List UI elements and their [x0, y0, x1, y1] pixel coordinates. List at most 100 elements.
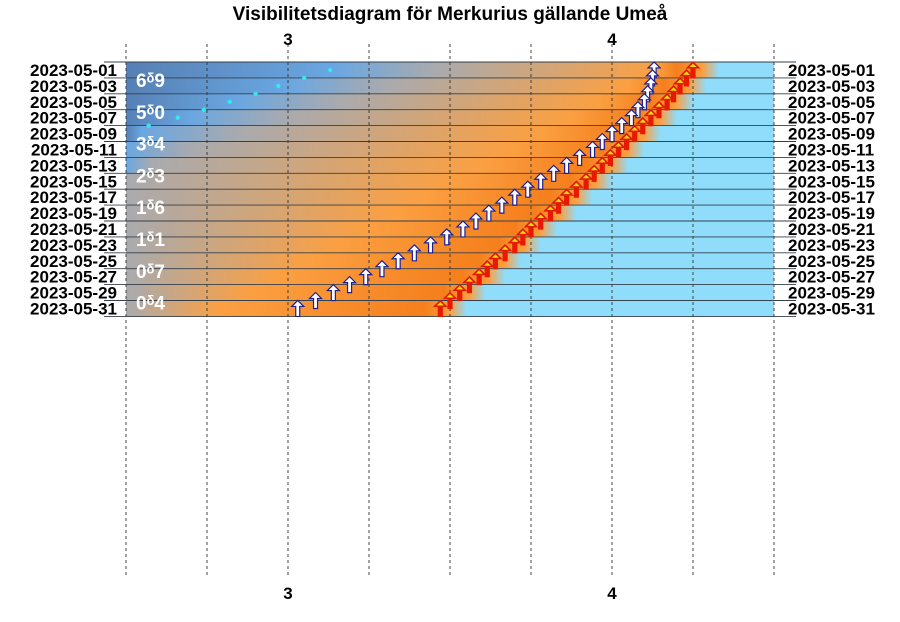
planet-rise-arrow [533, 172, 549, 190]
sunrise-arrow [672, 77, 688, 95]
date-label-left: 2023-05-27 [30, 268, 117, 287]
date-label-left: 2023-05-25 [30, 252, 117, 271]
planet-rise-arrow [494, 196, 510, 214]
date-label-right: 2023-05-11 [788, 140, 874, 159]
magnitude-label: 1ᵟ6 [136, 198, 165, 219]
dark-sky-dot [327, 67, 333, 73]
dark-sky-dot [253, 91, 258, 97]
planet-rise-arrow [325, 283, 341, 302]
planet-rise-arrow [439, 228, 455, 246]
sunrise-arrow [479, 259, 495, 278]
planet-rise-arrow [623, 108, 639, 127]
dark-sky-dot [276, 83, 281, 89]
planet-rise-arrow [468, 212, 484, 230]
date-label-right: 2023-05-01 [788, 61, 875, 80]
sunrise-arrow [586, 164, 602, 182]
sunrise-arrow [497, 243, 513, 262]
date-label-left: 2023-05-01 [30, 61, 117, 80]
date-label-right: 2023-05-09 [788, 125, 875, 144]
hour-tick-label-bottom: 4 [607, 584, 617, 603]
date-label-right: 2023-05-29 [788, 284, 875, 303]
planet-rise-arrow [559, 156, 575, 174]
magnitude-label: 1ᵟ1 [136, 230, 165, 251]
sunrise-arrow [533, 212, 549, 230]
magnitude-label: 5ᵟ0 [136, 103, 165, 124]
date-label-right: 2023-05-23 [788, 236, 875, 255]
dark-sky-dot [175, 115, 181, 120]
planet-rise-arrow [358, 267, 374, 286]
sunrise-arrow [611, 140, 626, 159]
sunrise-arrow [515, 228, 531, 246]
sky-row [126, 93, 774, 111]
date-label-right: 2023-05-17 [788, 188, 875, 207]
magnitude-label: 3ᵟ4 [136, 135, 165, 156]
hour-tick-label-top: 4 [607, 30, 617, 49]
sunrise-arrow [659, 92, 675, 111]
sky-row [126, 125, 774, 142]
chart-title: Visibilitetsdiagram för Merkurius gällan… [233, 4, 668, 25]
planet-rise-arrow [630, 100, 646, 119]
planet-rise-arrow [390, 251, 406, 270]
sunrise-arrow [432, 299, 448, 318]
dark-sky-dots [146, 67, 333, 128]
planet-rise-arrow [636, 92, 652, 111]
sunrise-arrow [568, 180, 584, 198]
dark-sky-dot [201, 107, 206, 112]
date-label-right: 2023-05-21 [788, 220, 875, 239]
date-label-left: 2023-05-03 [30, 77, 117, 96]
sunrise-arrow [643, 108, 659, 127]
planet-rise-arrow [423, 236, 439, 254]
sunrise-arrow [619, 132, 635, 151]
sunrise-arrow [679, 69, 694, 87]
date-label-right: 2023-05-19 [788, 204, 875, 223]
grid-lines [104, 44, 796, 578]
planet-rise-arrow [604, 124, 620, 143]
planet-rise-arrow [481, 204, 497, 222]
planet-rise-arrow [290, 299, 306, 318]
date-label-left: 2023-05-05 [30, 93, 117, 112]
date-label-right: 2023-05-15 [788, 172, 875, 191]
sunrise-arrow [523, 220, 539, 238]
date-label-right: 2023-05-07 [788, 109, 875, 128]
magnitude-label: 0ᵟ7 [136, 262, 165, 283]
rise-arrows [290, 61, 701, 318]
dark-sky-dot [227, 99, 232, 105]
date-label-left: 2023-05-07 [30, 109, 117, 128]
planet-rise-arrow [520, 180, 536, 198]
sky-row [126, 188, 774, 206]
date-label-right: 2023-05-03 [788, 77, 875, 96]
sunrise-arrow [452, 283, 468, 302]
sunrise-arrow [461, 275, 477, 294]
sunrise-arrow [578, 172, 594, 190]
sunrise-arrow [594, 156, 610, 174]
date-label-left: 2023-05-13 [30, 156, 117, 175]
planet-rise-arrow [594, 132, 610, 151]
date-label-right: 2023-05-27 [788, 268, 875, 287]
hour-tick-label-top: 3 [283, 30, 292, 49]
date-label-left: 2023-05-31 [30, 299, 117, 318]
planet-rise-arrow [455, 220, 471, 238]
sky-row [126, 172, 774, 190]
sunrise-arrow [666, 84, 682, 103]
sunrise-arrow [685, 61, 701, 79]
magnitude-label: 2ᵟ3 [136, 166, 165, 187]
sunrise-arrow [442, 291, 458, 310]
date-label-left: 2023-05-23 [30, 236, 117, 255]
sunrise-arrow [602, 148, 618, 166]
sunrise-arrow [507, 236, 523, 254]
planet-rise-arrow [572, 148, 588, 166]
planet-rise-arrow [308, 291, 323, 310]
dark-sky-dot [302, 75, 307, 81]
date-label-right: 2023-05-25 [788, 252, 875, 271]
magnitude-labels: 6ᵟ9 5ᵟ0 3ᵟ4 2ᵟ3 1ᵟ6 1ᵟ1 0ᵟ7 0ᵟ4 [136, 71, 165, 315]
date-label-left: 2023-05-15 [30, 172, 117, 191]
planet-rise-arrow [585, 140, 601, 159]
date-label-left: 2023-05-29 [30, 284, 117, 303]
date-label-right: 2023-05-05 [788, 93, 875, 112]
sunrise-arrow [551, 196, 566, 214]
sunrise-arrow [651, 100, 667, 119]
planet-rise-arrow [643, 77, 659, 95]
sunrise-arrow [487, 251, 503, 270]
magnitude-label: 0ᵟ4 [136, 294, 165, 315]
